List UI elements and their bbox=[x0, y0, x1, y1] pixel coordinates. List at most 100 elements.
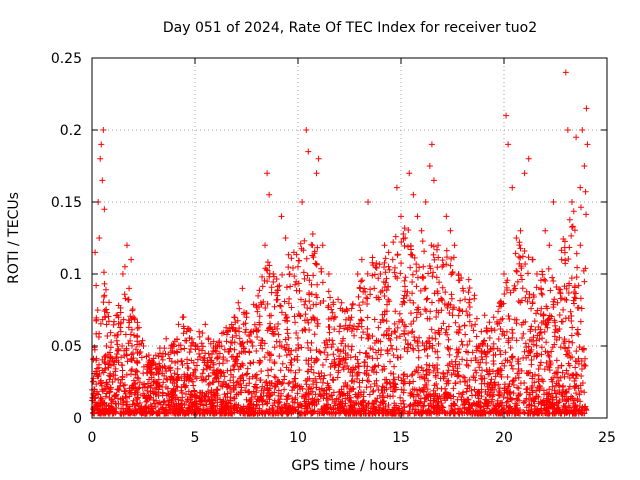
data-point bbox=[128, 326, 135, 333]
data-point bbox=[454, 349, 461, 356]
data-point bbox=[413, 367, 420, 374]
data-point bbox=[347, 369, 354, 376]
data-point bbox=[310, 377, 317, 384]
data-point bbox=[258, 340, 265, 347]
data-point bbox=[565, 289, 572, 296]
data-point bbox=[175, 409, 182, 416]
data-point bbox=[458, 394, 465, 401]
data-point bbox=[431, 364, 438, 371]
data-point bbox=[275, 392, 282, 399]
data-point bbox=[360, 397, 367, 404]
data-point bbox=[397, 394, 404, 401]
data-point bbox=[187, 397, 194, 404]
data-point bbox=[421, 375, 428, 382]
data-point bbox=[404, 340, 411, 347]
data-point bbox=[445, 336, 452, 343]
data-point bbox=[352, 391, 359, 398]
data-point bbox=[308, 281, 315, 288]
data-point bbox=[133, 386, 140, 393]
data-point bbox=[127, 313, 134, 320]
data-point bbox=[456, 346, 463, 353]
data-point bbox=[409, 328, 416, 335]
data-point bbox=[293, 330, 300, 337]
data-point bbox=[556, 286, 563, 293]
data-point bbox=[278, 343, 285, 350]
data-point bbox=[253, 302, 260, 309]
data-point bbox=[378, 347, 385, 354]
data-point bbox=[413, 283, 420, 290]
data-point bbox=[455, 390, 462, 397]
data-point bbox=[459, 356, 466, 363]
data-point bbox=[306, 298, 313, 305]
data-point bbox=[495, 388, 502, 395]
data-point bbox=[200, 366, 207, 373]
data-point bbox=[542, 277, 549, 284]
data-point bbox=[288, 347, 295, 354]
data-point bbox=[266, 273, 273, 280]
data-point bbox=[571, 378, 578, 385]
data-point bbox=[504, 374, 511, 381]
data-point bbox=[336, 361, 343, 368]
data-point bbox=[507, 403, 514, 410]
data-point bbox=[90, 356, 97, 363]
data-point bbox=[325, 288, 332, 295]
data-point bbox=[313, 379, 320, 386]
data-point bbox=[372, 406, 379, 413]
data-point bbox=[145, 392, 152, 399]
data-point bbox=[284, 330, 291, 337]
data-point bbox=[438, 325, 445, 332]
data-point bbox=[517, 390, 524, 397]
data-point bbox=[391, 328, 398, 335]
data-point bbox=[568, 372, 575, 379]
data-point bbox=[551, 319, 558, 326]
data-point bbox=[456, 306, 463, 313]
data-point bbox=[196, 409, 203, 416]
data-point bbox=[528, 323, 535, 330]
data-point bbox=[491, 405, 498, 412]
data-point bbox=[342, 316, 349, 323]
data-point bbox=[533, 310, 540, 317]
data-point bbox=[501, 271, 507, 277]
data-point bbox=[164, 390, 171, 397]
data-point bbox=[156, 360, 163, 367]
data-point bbox=[119, 374, 126, 381]
data-point bbox=[411, 337, 418, 344]
data-point bbox=[282, 311, 289, 318]
data-point bbox=[305, 344, 312, 351]
data-point bbox=[447, 301, 454, 308]
data-point bbox=[207, 340, 214, 347]
data-point bbox=[440, 320, 447, 327]
data-point bbox=[345, 324, 352, 331]
data-point bbox=[120, 409, 127, 416]
data-point bbox=[271, 344, 278, 351]
data-point bbox=[335, 407, 342, 414]
data-point bbox=[372, 397, 379, 404]
data-point bbox=[240, 403, 247, 410]
data-point bbox=[566, 362, 573, 369]
data-point bbox=[145, 352, 152, 359]
data-point bbox=[411, 254, 418, 261]
data-point bbox=[464, 349, 471, 356]
data-point bbox=[193, 375, 200, 382]
data-point bbox=[217, 396, 224, 403]
data-point bbox=[468, 387, 475, 394]
data-point bbox=[155, 382, 162, 389]
data-point bbox=[133, 358, 140, 365]
data-point bbox=[556, 382, 563, 389]
y-tick-label: 0.15 bbox=[51, 195, 82, 211]
data-point bbox=[128, 256, 135, 263]
data-point bbox=[196, 328, 203, 335]
data-point bbox=[409, 371, 416, 378]
data-point bbox=[444, 254, 451, 261]
data-point bbox=[432, 335, 439, 342]
data-point bbox=[398, 410, 405, 417]
data-point bbox=[559, 389, 566, 396]
data-point bbox=[208, 406, 215, 413]
data-point bbox=[213, 348, 220, 355]
chart-title: Day 051 of 2024, Rate Of TEC Index for r… bbox=[163, 20, 537, 36]
data-point bbox=[272, 374, 279, 381]
data-point bbox=[208, 387, 215, 394]
data-point bbox=[430, 243, 437, 250]
data-point bbox=[539, 271, 546, 278]
data-point bbox=[292, 381, 299, 388]
